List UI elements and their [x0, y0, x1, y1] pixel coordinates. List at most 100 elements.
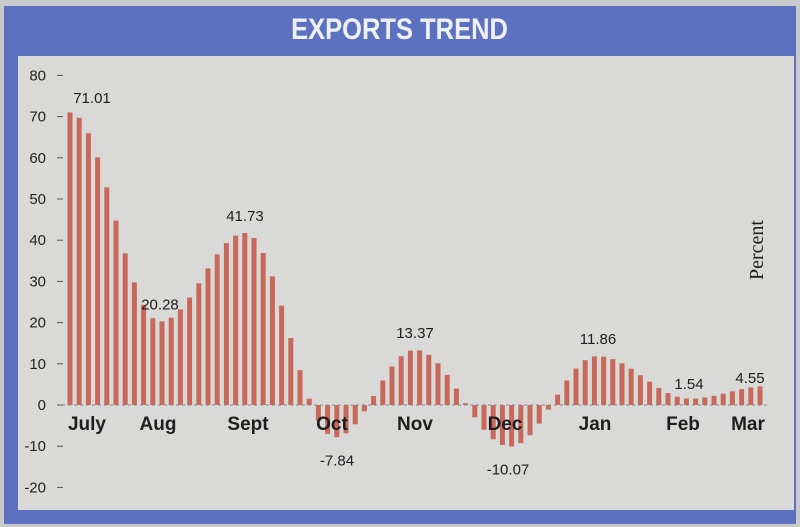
y-tick-label: -10 [24, 438, 46, 455]
stripe-bar [582, 360, 588, 405]
stripe-bar [260, 252, 266, 405]
y-tick-label: -20 [24, 479, 46, 496]
stripe-bar [67, 112, 73, 406]
title-bar: EXPORTS TREND [4, 6, 796, 54]
stripe-bar [95, 157, 101, 405]
stripe-bar [288, 338, 294, 405]
month-label: Nov [397, 414, 433, 435]
stripe-bar [729, 391, 735, 405]
stripe-bar [490, 405, 496, 440]
stripe-bar [150, 318, 156, 405]
stripe-bar [499, 405, 505, 445]
stripe-bar [214, 254, 220, 405]
stripe-bar [665, 393, 671, 405]
month-label: Jan [579, 414, 612, 435]
stripe-bar [122, 253, 128, 405]
stripe-bar [205, 268, 211, 405]
stripe-bar [196, 283, 202, 405]
data-label: 71.01 [73, 90, 111, 107]
stripe-bar [555, 394, 561, 405]
stripe-bar [380, 380, 386, 405]
stripe-bar [398, 356, 404, 405]
data-label: -7.84 [320, 452, 354, 469]
stripe-bar [720, 393, 726, 405]
data-label: 4.55 [735, 370, 764, 387]
y-tick-label: 50 [29, 191, 46, 208]
stripe-bar [481, 405, 487, 430]
stripe-bar [545, 405, 551, 410]
data-label: 20.28 [141, 296, 179, 313]
stripe-bar [242, 233, 248, 405]
stripe-bar [279, 305, 285, 405]
stripe-bar [269, 276, 275, 405]
month-label: Dec [488, 414, 523, 435]
month-label: Feb [666, 414, 700, 435]
stripe-bar [564, 380, 570, 405]
stripe-bar [76, 117, 82, 406]
stripe-bar [251, 238, 257, 405]
month-label: Mar [731, 414, 765, 435]
stripe-bar [325, 405, 331, 434]
stripe-bar [739, 389, 745, 405]
stripe-bar [693, 398, 699, 405]
stripe-bar [141, 304, 147, 405]
stripe-bar [757, 386, 763, 405]
data-label: 41.73 [226, 208, 264, 225]
stripe-bar [407, 350, 413, 405]
data-labels: 71.01 20.28 41.73 -7.84 13.37 -10.07 11.86 1.54… [73, 90, 764, 478]
stripe-bar [601, 356, 607, 405]
stripe-bar [518, 405, 524, 444]
data-label: -10.07 [487, 461, 530, 478]
stripe-bar [463, 403, 469, 405]
data-label: 1.54 [674, 376, 703, 393]
x-axis: July Aug Sept Oct Nov Dec Jan Feb Mar [68, 414, 766, 435]
stripe-bar [683, 398, 689, 405]
stripe-bar [168, 317, 174, 405]
stripe-bar [628, 368, 634, 405]
y-tick-label: 60 [29, 150, 46, 167]
stripe-bar [343, 405, 349, 434]
stripe-bar [361, 405, 367, 412]
stripe-bar [509, 405, 515, 447]
stripes-group [67, 112, 763, 447]
stripe-bar [371, 396, 377, 405]
stripe-bar [619, 363, 625, 405]
stripe-bar [131, 282, 137, 405]
stripe-bar [527, 405, 533, 436]
stripe-bar [334, 405, 340, 438]
y-tick-label: 80 [29, 67, 46, 84]
stripe-bar [702, 397, 708, 405]
stripe-bar [435, 363, 441, 405]
y-axis-label: Percent [746, 220, 768, 280]
data-label: 11.86 [580, 331, 616, 348]
stripe-bar [647, 381, 653, 405]
stripe-bar [637, 375, 643, 405]
stripe-bar [177, 309, 183, 405]
month-label: Sept [227, 414, 269, 435]
month-label: July [68, 414, 106, 435]
month-label: Oct [316, 414, 348, 435]
y-tick-label: 70 [29, 109, 46, 126]
y-tick-label: 30 [29, 273, 46, 290]
stripe-bar [104, 187, 110, 405]
stripe-bar [233, 235, 239, 405]
stripe-bar [748, 387, 754, 405]
stripe-bar [472, 405, 478, 418]
stripe-bar [306, 398, 312, 405]
y-tick-label: 40 [29, 232, 46, 249]
stripe-bar [159, 321, 165, 405]
stripe-bar [426, 354, 432, 405]
y-tick-label: 0 [38, 397, 46, 414]
stripe-bar [113, 220, 119, 405]
stripe-bar [674, 396, 680, 405]
chart-title: EXPORTS TREND [291, 13, 509, 46]
stripe-bar [656, 387, 662, 405]
y-tick-label: 20 [29, 315, 46, 332]
stripe-bar [453, 388, 459, 405]
month-label: Aug [140, 414, 177, 435]
stripe-bar [591, 356, 597, 405]
stripe-bar [223, 243, 229, 405]
stripe-bar [315, 405, 321, 421]
stripe-bar [85, 133, 91, 405]
